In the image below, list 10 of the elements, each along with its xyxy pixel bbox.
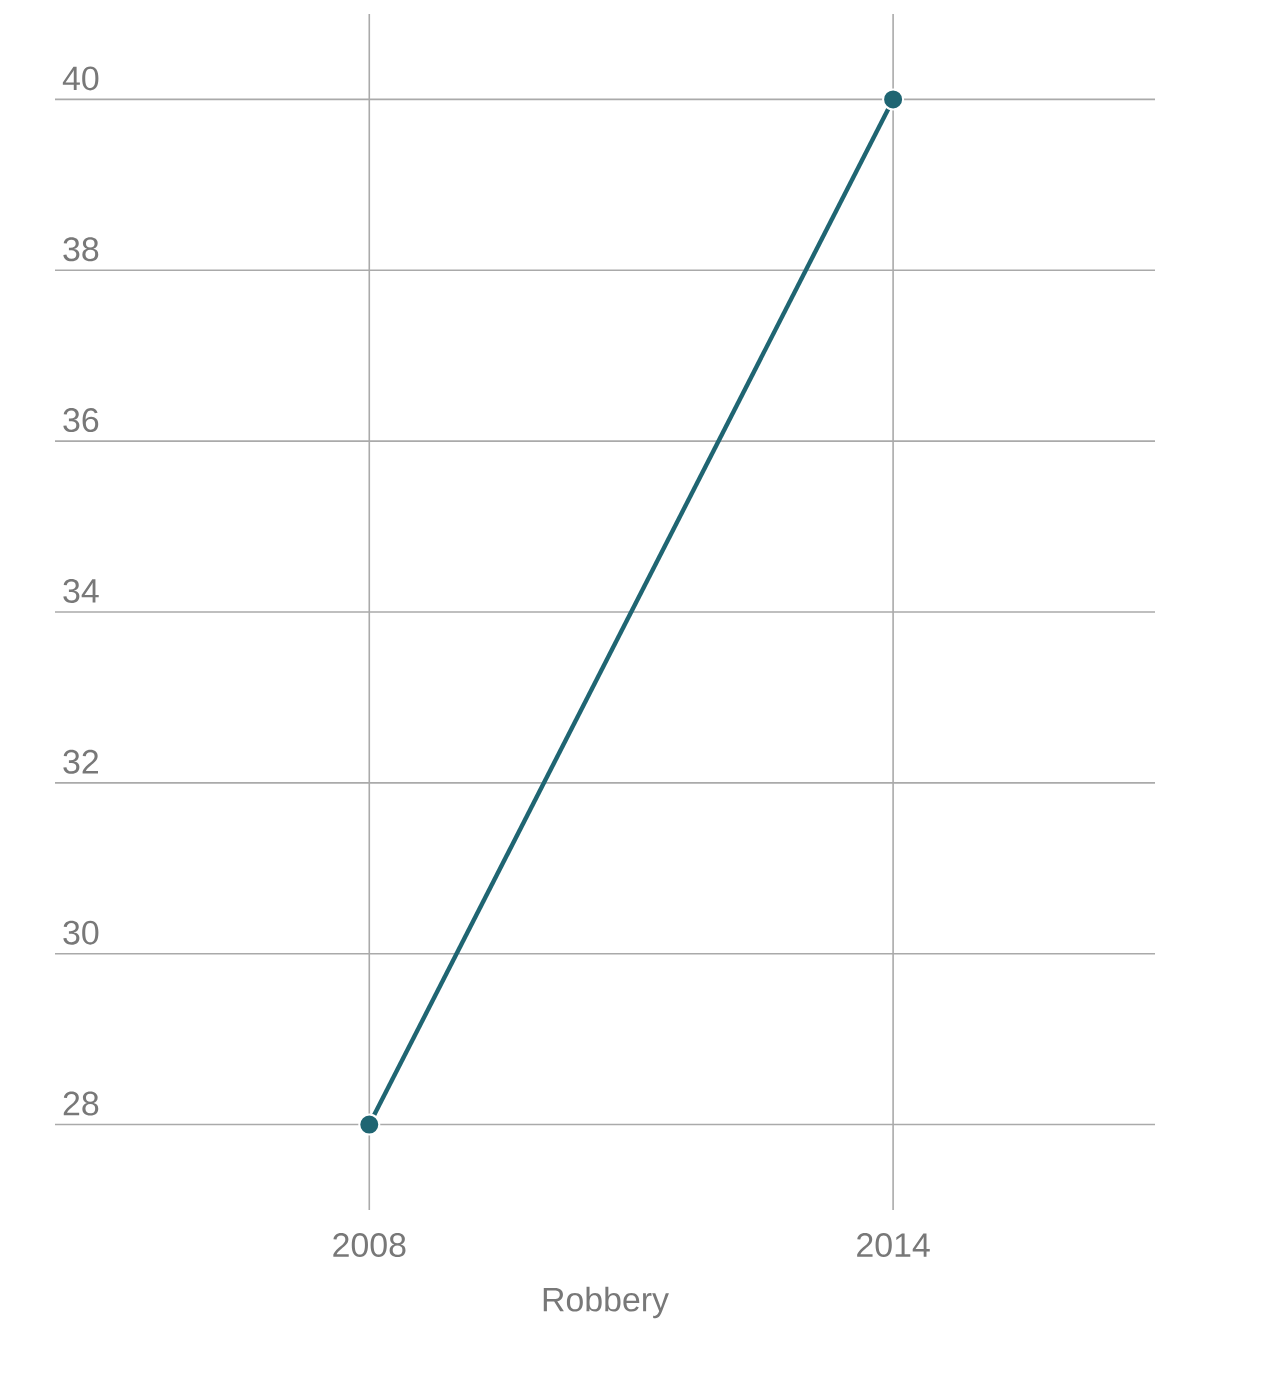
y-tick-label: 30 [63, 920, 99, 945]
x-tick-label: 2014 [857, 1233, 930, 1258]
y-tick-label: 32 [63, 749, 98, 774]
y-tick-label: 36 [63, 408, 99, 433]
y-tick-label: 38 [63, 237, 99, 262]
x-axis-title: Robbery [543, 1286, 669, 1319]
y-tick-label: 28 [63, 1091, 99, 1116]
y-tick-label: 34 [63, 578, 99, 603]
y-tick-label: 40 [62, 66, 99, 91]
x-tick-label: 2008 [333, 1233, 406, 1258]
